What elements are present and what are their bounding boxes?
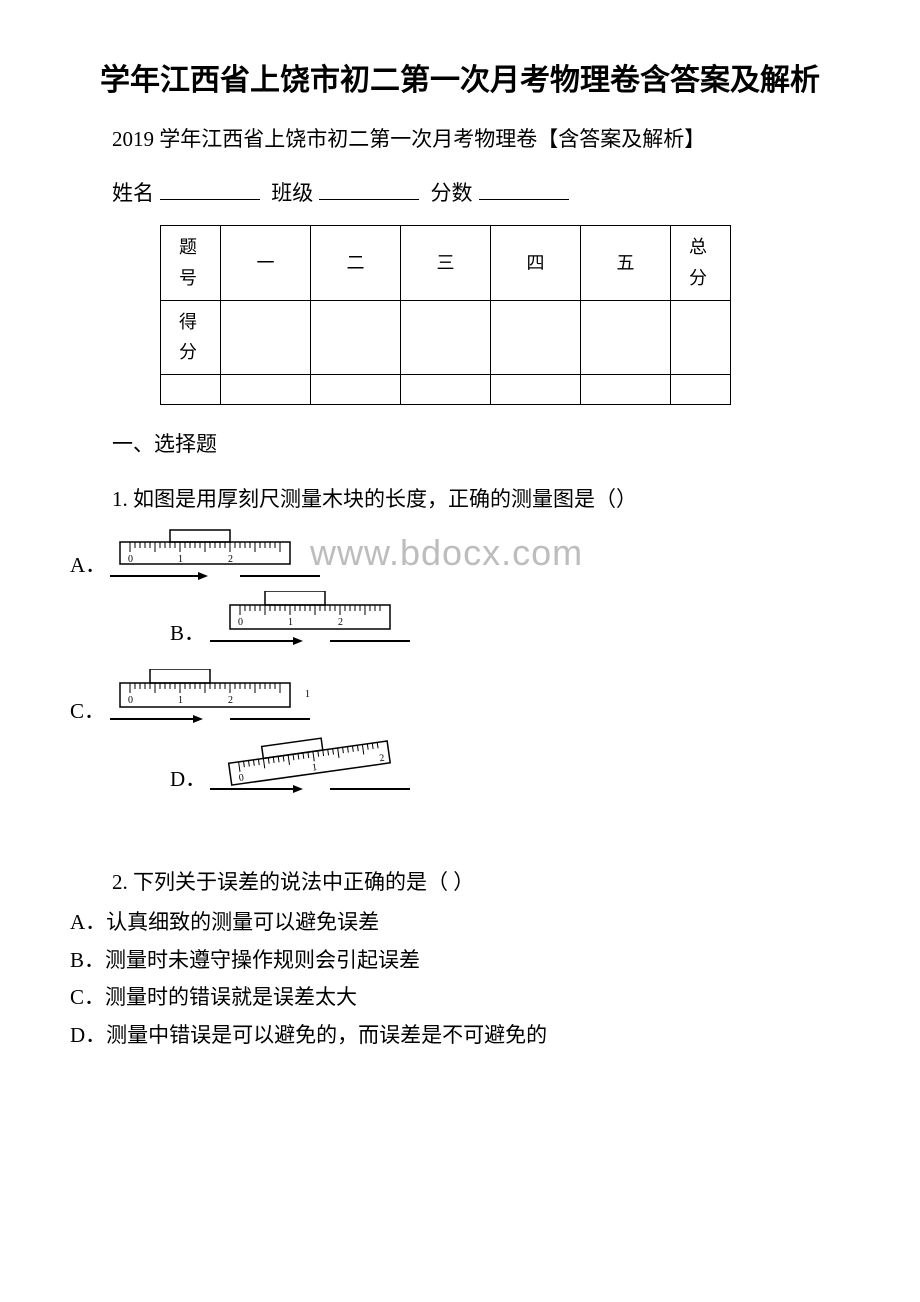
svg-text:1: 1 bbox=[311, 762, 317, 774]
doc-subtitle: 2019 学年江西省上饶市初二第一次月考物理卷【含答案及解析】 bbox=[70, 122, 850, 158]
col-5: 五 bbox=[581, 226, 671, 300]
name-blank[interactable] bbox=[160, 179, 260, 200]
option-label-c: C． bbox=[70, 694, 110, 730]
name-label: 姓名 bbox=[112, 181, 154, 205]
svg-text:2: 2 bbox=[228, 554, 233, 565]
score-cell-1[interactable] bbox=[221, 300, 311, 374]
empty-cell bbox=[221, 374, 311, 404]
q1-option-d: D． 0 1 2 bbox=[170, 737, 850, 797]
q2-option-b: B．测量时未遵守操作规则会引起误差 bbox=[70, 943, 850, 979]
option-label-a: A． bbox=[70, 548, 110, 584]
empty-cell bbox=[581, 374, 671, 404]
watermark: www.bdocx.com bbox=[310, 522, 583, 583]
svg-text:0: 0 bbox=[128, 695, 133, 706]
table-row-score: 得分 bbox=[161, 300, 731, 374]
score-cell-5[interactable] bbox=[581, 300, 671, 374]
table-row-empty bbox=[161, 374, 731, 404]
svg-text:0: 0 bbox=[128, 554, 133, 565]
col-4: 四 bbox=[491, 226, 581, 300]
ruler-diagram-a-icon: 0 1 2 bbox=[110, 528, 320, 583]
score-blank[interactable] bbox=[479, 179, 569, 200]
col-6: 总分 bbox=[671, 226, 731, 300]
q2-options: A．认真细致的测量可以避免误差 B．测量时未遵守操作规则会引起误差 C．测量时的… bbox=[70, 905, 850, 1054]
ruler-diagram-c-icon: 0 1 2 1 bbox=[110, 669, 330, 729]
svg-text:2: 2 bbox=[338, 617, 343, 628]
row1-label: 题号 bbox=[161, 226, 221, 300]
row2-label: 得分 bbox=[161, 300, 221, 374]
form-line: 姓名 班级 分数 bbox=[70, 176, 850, 212]
svg-text:1: 1 bbox=[178, 554, 183, 565]
section-1-heading: 一、选择题 bbox=[70, 427, 850, 463]
empty-cell bbox=[161, 374, 221, 404]
svg-text:2: 2 bbox=[379, 753, 385, 765]
q2-option-d: D．测量中错误是可以避免的，而误差是不可避免的 bbox=[70, 1018, 850, 1054]
col-2: 二 bbox=[311, 226, 401, 300]
q1-option-a: A． 0 1 2 www.bdocx.com bbox=[70, 522, 850, 583]
svg-text:1: 1 bbox=[178, 695, 183, 706]
q2-option-a: A．认真细致的测量可以避免误差 bbox=[70, 905, 850, 941]
q1-option-c: C． 0 1 2 1 bbox=[70, 669, 850, 729]
svg-text:1: 1 bbox=[305, 689, 310, 700]
table-row-header: 题号 一 二 三 四 五 总分 bbox=[161, 226, 731, 300]
option-label-d: D． bbox=[170, 762, 210, 798]
q2-option-c: C．测量时的错误就是误差太大 bbox=[70, 980, 850, 1016]
col-1: 一 bbox=[221, 226, 311, 300]
col-3: 三 bbox=[401, 226, 491, 300]
empty-cell bbox=[311, 374, 401, 404]
score-cell-3[interactable] bbox=[401, 300, 491, 374]
empty-cell bbox=[401, 374, 491, 404]
question-2: 2. 下列关于误差的说法中正确的是（ ） bbox=[70, 865, 850, 901]
ruler-diagram-d-icon: 0 1 2 bbox=[210, 737, 410, 797]
class-blank[interactable] bbox=[319, 179, 419, 200]
score-cell-4[interactable] bbox=[491, 300, 581, 374]
svg-text:2: 2 bbox=[228, 695, 233, 706]
doc-title: 学年江西省上饶市初二第一次月考物理卷含答案及解析 bbox=[70, 60, 850, 102]
question-1: 1. 如图是用厚刻尺测量木块的长度，正确的测量图是（） bbox=[70, 482, 850, 518]
svg-text:0: 0 bbox=[238, 773, 244, 785]
empty-cell bbox=[671, 374, 731, 404]
ruler-diagram-b-icon: 0 1 2 bbox=[210, 591, 410, 651]
score-cell-total[interactable] bbox=[671, 300, 731, 374]
svg-text:0: 0 bbox=[238, 617, 243, 628]
score-label: 分数 bbox=[431, 181, 473, 205]
option-label-b: B． bbox=[170, 616, 210, 652]
empty-cell bbox=[491, 374, 581, 404]
class-label: 班级 bbox=[271, 181, 313, 205]
score-cell-2[interactable] bbox=[311, 300, 401, 374]
q1-option-b: B． 0 1 2 bbox=[170, 591, 850, 651]
svg-text:1: 1 bbox=[288, 617, 293, 628]
score-table: 题号 一 二 三 四 五 总分 得分 bbox=[160, 225, 731, 404]
